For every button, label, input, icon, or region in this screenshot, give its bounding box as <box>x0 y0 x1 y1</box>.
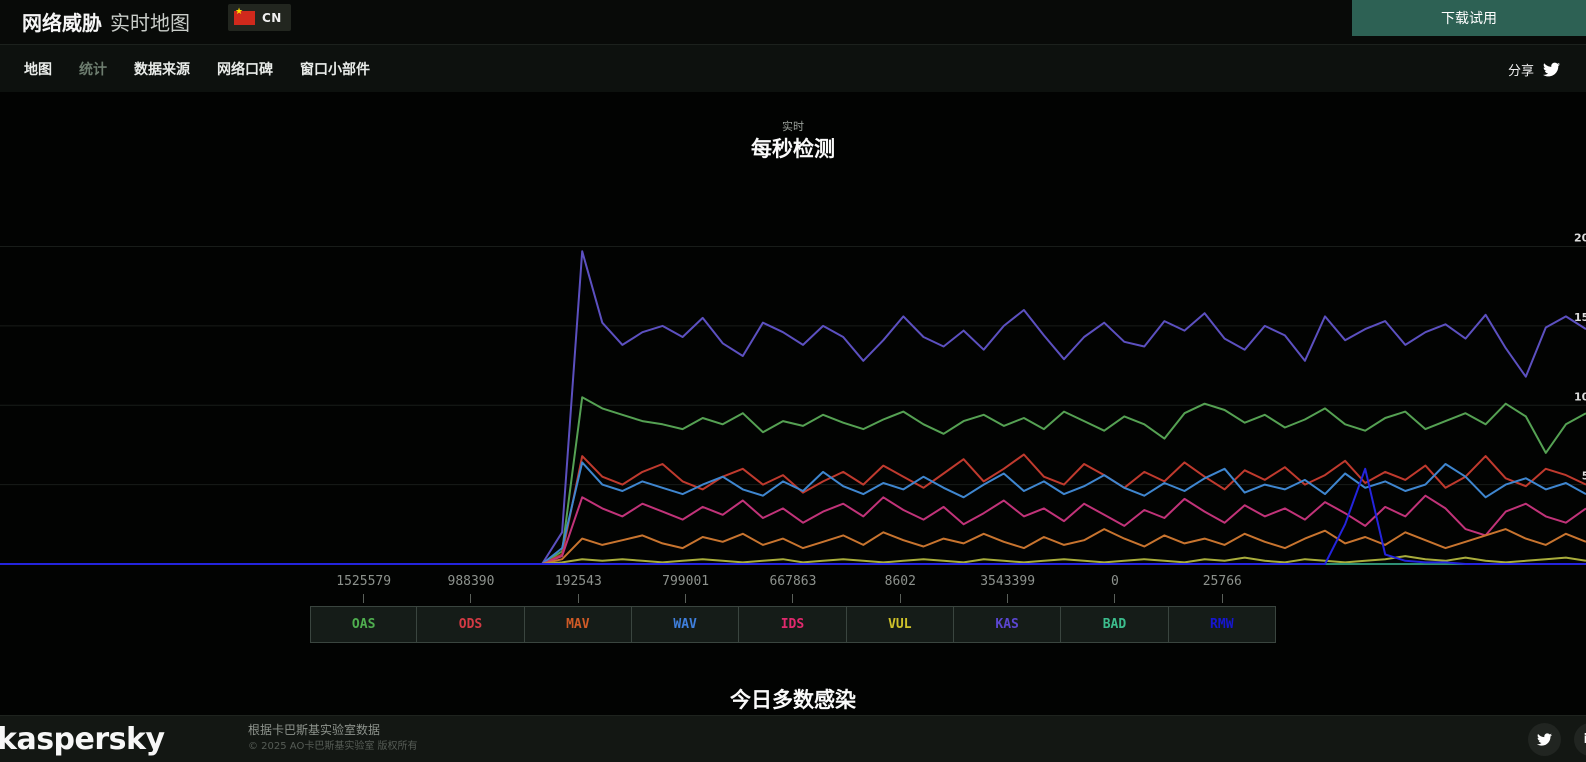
copyright-text: © 2025 AO卡巴斯基实验室 版权所有 <box>248 741 418 752</box>
legend-cell-BAD: 0 BAD <box>1060 574 1169 643</box>
axis-tick <box>1221 594 1223 603</box>
axis-tick <box>1114 594 1116 603</box>
legend-cell-MAV: 192543 MAV <box>523 574 632 643</box>
series-line-OAS <box>0 396 1586 565</box>
legend-cell-WAV: 799001 WAV <box>630 574 740 643</box>
language-selector[interactable]: CN <box>228 4 291 31</box>
legend-value-MAV: 192543 <box>554 574 602 589</box>
brand: 网络威胁 实时地图 <box>22 7 190 36</box>
legend-cell-OAS: 1525579 OAS <box>310 574 418 643</box>
legend-button-BAD[interactable]: BAD <box>1060 606 1169 643</box>
share-control[interactable]: 分享 <box>1508 45 1560 93</box>
legend-value-RMW: 25766 <box>1202 574 1242 589</box>
legend-cell-IDS: 667863 IDS <box>738 574 847 643</box>
linkedin-icon: in <box>1583 732 1586 747</box>
legend-cell-RMW: 25766 RMW <box>1167 574 1276 643</box>
series-line-IDS <box>0 494 1586 565</box>
nav-tabs: 地图 统计 数据来源 网络口碑 窗口小部件 <box>0 59 370 79</box>
legend-cell-KAS: 3543399 KAS <box>952 574 1062 643</box>
linkedin-share-button[interactable]: in <box>1574 723 1586 756</box>
legend-cell-ODS: 988390 ODS <box>416 574 525 643</box>
legend-button-WAV[interactable]: WAV <box>630 606 740 643</box>
tab-地图[interactable]: 地图 <box>24 61 52 78</box>
series-line-ODS <box>0 453 1586 565</box>
tab-网络口碑[interactable]: 网络口碑 <box>217 61 273 78</box>
share-label: 分享 <box>1507 63 1534 79</box>
twitter-icon <box>1537 733 1552 746</box>
y-axis-label-100: 100 <box>1574 390 1586 403</box>
legend-value-ODS: 988390 <box>447 574 495 589</box>
footer-bar: kaspersky 根据卡巴斯基实验室数据 © 2025 AO卡巴斯基实验室 版… <box>0 715 1586 762</box>
series-line-MAV <box>0 528 1586 565</box>
axis-tick <box>899 594 901 603</box>
legend-cell-VUL: 8602 VUL <box>845 574 954 643</box>
chart-title: 每秒检测 <box>751 137 835 161</box>
credit-text: 根据卡巴斯基实验室数据 <box>248 723 381 737</box>
legend-button-VUL[interactable]: VUL <box>845 606 954 643</box>
legend-button-MAV[interactable]: MAV <box>523 606 632 643</box>
series-line-VUL <box>0 555 1586 565</box>
legend-button-IDS[interactable]: IDS <box>738 606 847 643</box>
section-heading-most-infected: 今日多数感染 <box>730 688 856 712</box>
footer-credit: 根据卡巴斯基实验室数据 © 2025 AO卡巴斯基实验室 版权所有 <box>248 721 418 754</box>
legend-button-KAS[interactable]: KAS <box>952 606 1062 643</box>
china-flag-icon <box>234 7 255 25</box>
brand-title: 网络威胁 <box>22 11 102 35</box>
series-line-RMW <box>0 467 1586 565</box>
tab-统计[interactable]: 统计 <box>79 61 107 78</box>
legend-value-KAS: 3543399 <box>980 574 1036 589</box>
y-axis-label-200: 200 <box>1574 232 1586 245</box>
detections-per-second-chart: 50 100 150 200 <box>0 232 1586 565</box>
y-axis-label-150: 150 <box>1574 311 1586 324</box>
axis-tick <box>685 594 687 603</box>
axis-tick <box>792 594 794 603</box>
tab-数据来源[interactable]: 数据来源 <box>134 61 190 78</box>
legend-button-ODS[interactable]: ODS <box>416 606 525 643</box>
tab-窗口小部件[interactable]: 窗口小部件 <box>300 61 370 78</box>
legend-value-VUL: 8602 <box>884 574 916 589</box>
legend-button-OAS[interactable]: OAS <box>310 606 418 643</box>
axis-tick <box>363 594 365 603</box>
brand-subtitle: 实时地图 <box>110 11 190 35</box>
axis-tick <box>1007 594 1009 603</box>
kaspersky-logo[interactable]: kaspersky <box>0 722 165 757</box>
twitter-share-button[interactable] <box>1528 723 1561 756</box>
legend-value-WAV: 799001 <box>662 574 710 589</box>
download-trial-button[interactable]: 下载试用 <box>1352 0 1586 36</box>
legend-value-IDS: 667863 <box>769 574 817 589</box>
y-axis-label-50: 50 <box>1582 470 1586 483</box>
axis-tick <box>470 594 472 603</box>
nav-bar: 地图 统计 数据来源 网络口碑 窗口小部件 分享 <box>0 44 1586 92</box>
legend-button-RMW[interactable]: RMW <box>1167 606 1276 643</box>
stats-section: 实时 每秒检测 50100150200 1525579OAS988390ODS1… <box>0 92 1586 715</box>
language-code: CN <box>262 10 282 25</box>
chart-subtitle: 实时 <box>782 120 804 133</box>
legend-value-OAS: 1525579 <box>336 574 392 589</box>
chart-legend-row: 1525579 OAS 988390 ODS 192543 MAV 799001 WAV 667… <box>310 574 1276 643</box>
legend-value-BAD: 0 <box>1111 574 1119 589</box>
twitter-icon[interactable] <box>1543 61 1560 78</box>
axis-tick <box>577 594 579 603</box>
